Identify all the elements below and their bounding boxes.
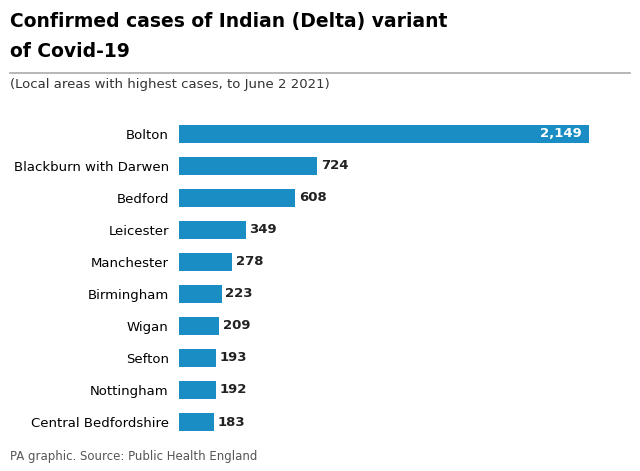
- Text: 183: 183: [218, 415, 245, 429]
- Text: 2,149: 2,149: [540, 127, 582, 140]
- Text: of Covid-19: of Covid-19: [10, 42, 129, 61]
- Text: 608: 608: [299, 191, 326, 204]
- Bar: [179, 253, 232, 271]
- Text: 278: 278: [236, 255, 263, 268]
- Bar: [179, 221, 246, 239]
- Text: PA graphic. Source: Public Health England: PA graphic. Source: Public Health Englan…: [10, 449, 257, 463]
- Bar: [179, 381, 216, 399]
- Text: 209: 209: [223, 319, 250, 333]
- Text: 223: 223: [225, 287, 253, 300]
- Text: 192: 192: [220, 383, 246, 397]
- Text: 724: 724: [321, 159, 348, 172]
- Text: 193: 193: [220, 351, 247, 365]
- Text: 349: 349: [249, 223, 277, 236]
- Bar: [179, 157, 317, 175]
- Bar: [179, 317, 219, 335]
- Bar: [179, 349, 216, 367]
- Text: (Local areas with highest cases, to June 2 2021): (Local areas with highest cases, to June…: [10, 78, 330, 91]
- Bar: [179, 285, 222, 303]
- Text: Confirmed cases of Indian (Delta) variant: Confirmed cases of Indian (Delta) varian…: [10, 12, 447, 31]
- Bar: [179, 413, 214, 431]
- Bar: [179, 189, 295, 207]
- Bar: [179, 125, 589, 143]
